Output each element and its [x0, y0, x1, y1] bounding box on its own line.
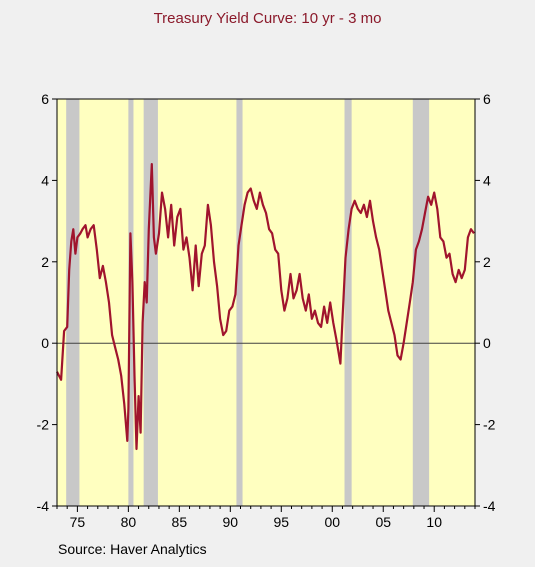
y-tick-label-left: 2	[41, 254, 49, 270]
x-tick-label: 10	[426, 514, 442, 530]
y-tick-label-right: 4	[483, 172, 491, 188]
recession-band	[143, 99, 158, 506]
y-tick-label-left: -2	[37, 417, 50, 433]
recession-band	[66, 99, 80, 506]
recession-band	[128, 99, 134, 506]
y-tick-label-right: -4	[483, 498, 496, 514]
x-tick-label: 85	[172, 514, 188, 530]
y-tick-label-right: 6	[483, 91, 491, 107]
y-tick-label-left: 4	[41, 172, 49, 188]
x-tick-label: 75	[70, 514, 86, 530]
chart-title: Treasury Yield Curve: 10 yr - 3 mo	[153, 10, 382, 27]
series-line	[56, 163, 475, 451]
axes: -4 -4-2 -20 02 24 46 675 80 85 90 95 00 05 10	[37, 91, 496, 530]
y-tick-label-left: 0	[41, 335, 49, 351]
chart-source: Source: Haver Analytics	[58, 541, 207, 557]
y-tick-label-right: 2	[483, 254, 491, 270]
plot-background	[57, 99, 475, 506]
plot-frame	[56, 98, 476, 507]
x-tick-label: 00	[324, 514, 340, 530]
recession-band	[412, 99, 430, 506]
y-tick-label-left: 6	[41, 91, 49, 107]
x-tick-label: 90	[223, 514, 239, 530]
recession-band	[236, 99, 243, 506]
x-tick-label: 80	[121, 514, 137, 530]
x-tick-label: 95	[274, 514, 290, 530]
y-tick-label-right: -2	[483, 417, 496, 433]
recession-band	[344, 99, 352, 506]
y-tick-label-right: 0	[483, 335, 491, 351]
recession-bands	[66, 99, 430, 506]
y-tick-label-left: -4	[37, 498, 50, 514]
x-tick-label: 05	[375, 514, 391, 530]
